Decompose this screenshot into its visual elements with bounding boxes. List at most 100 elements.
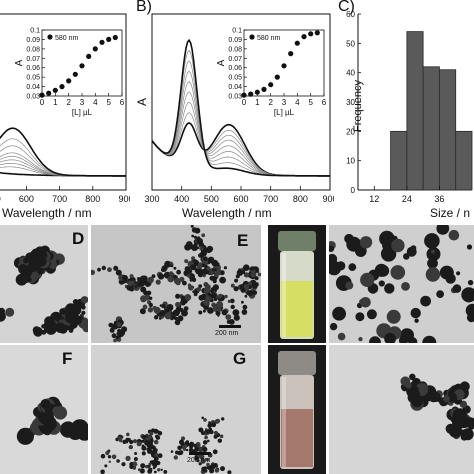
- panel-b-xticklabel-5: 800: [293, 194, 308, 204]
- panel-a-inset-yticklabel-4: 0.06: [26, 65, 40, 72]
- panel-b-inset-xticklabel-1: 1: [255, 98, 260, 107]
- tem-f-letter: F: [62, 349, 73, 368]
- panel-b-inset-xticklabel-2: 2: [268, 98, 273, 107]
- panel-b-inset-xticklabel-3: 3: [282, 98, 287, 107]
- tem-image-right-bottom: [329, 345, 474, 474]
- panel-a-svg: 500 600 700 800 900 0.1 0.09 0.08 0.07 0.06 0.05 0.…: [0, 13, 130, 204]
- panel-b-xlabel: Wavelength / nm: [182, 206, 272, 220]
- panel-b-inset-yticklabel-3: 0.07: [228, 56, 242, 63]
- panel-a-inset-yticklabel-7: 0.03: [26, 94, 40, 101]
- tem-image-e: E 200 nm: [91, 225, 261, 343]
- panel-c-yticklabel-2: 40: [346, 69, 355, 78]
- panel-a-inset-point-4: [66, 78, 72, 84]
- tem-image-right-top: [329, 225, 474, 343]
- tem-image-d: D: [0, 225, 88, 343]
- panel-c-yticklabel-6: 0: [351, 186, 356, 195]
- panel-a-inset-yticklabel-0: 0.1: [30, 28, 40, 35]
- panel-c-xticklabel-2: 36: [434, 194, 444, 204]
- panel-b-inset-point-2: [254, 89, 260, 95]
- spectrum-line-8: [151, 38, 330, 177]
- panel-a-inset-yticklabel-2: 0.08: [26, 46, 40, 53]
- panel-a-inset-yticklabel-1: 0.09: [26, 37, 40, 44]
- panel-b-inset-point-10: [308, 31, 314, 37]
- tem-e-letter: E: [237, 231, 249, 250]
- panel-b-inset-legend-label: 580 nm: [257, 35, 281, 42]
- panel-a-inset-point-9: [99, 39, 105, 45]
- panel-a-inset-xticklabel-0: 0: [40, 98, 45, 107]
- panel-a-inset-point-6: [79, 63, 85, 69]
- panel-a-inset-xticklabel-4: 4: [93, 98, 98, 107]
- panel-a-inset-xlabel: [L] µL: [72, 108, 93, 117]
- panel-a: 500 600 700 800 900 0.1 0.09 0.08 0.07 0.06 0.05 0.…: [0, 0, 130, 222]
- tem-image-f: F: [0, 345, 88, 474]
- panel-b-xticklabel-4: 700: [263, 194, 278, 204]
- panel-b-inset-xticklabel-5: 5: [308, 98, 313, 107]
- panel-c-xlabel: Size / n: [430, 206, 471, 220]
- panel-a-xlabel: Wavelength / nm: [2, 206, 92, 220]
- panel-a-inset-xticklabel-5: 5: [106, 98, 111, 107]
- panel-c-ylabel: Frequency: [351, 80, 364, 132]
- panel-b-xticklabel-1: 400: [174, 194, 189, 204]
- panel-b-inset-xticklabel-6: 6: [322, 98, 327, 107]
- panel-c-yticklabel-3: 30: [346, 98, 355, 107]
- panel-b-inset-point-6: [281, 63, 287, 69]
- panel-a-inset-ylabel: A: [14, 59, 25, 66]
- panel-a-inset-xticklabel-2: 2: [66, 98, 71, 107]
- panel-a-xticklabel-0: 500: [0, 194, 1, 204]
- panel-b-inset-yticklabel-5: 0.05: [228, 75, 242, 82]
- panel-a-inset-point-3: [59, 84, 65, 90]
- vial-photo-brown: [268, 345, 326, 474]
- histogram-bar-2: [422, 66, 440, 191]
- panel-c-svg: 60 50 40 30 20 10 0 12 24 36: [346, 10, 473, 204]
- histogram-bar-0: [390, 130, 408, 191]
- spectrum-frame: [0, 13, 127, 191]
- panel-b-inset-xticklabel-4: 4: [295, 98, 300, 107]
- panel-b-letter: B): [136, 0, 152, 15]
- tem-g-letter: G: [233, 349, 247, 368]
- tem-e-scale-label: 200 nm: [215, 330, 239, 337]
- panel-b-inset-point-5: [274, 74, 280, 80]
- panel-a-inset-point-1: [46, 90, 52, 96]
- panel-b-inset-xticklabel-0: 0: [242, 98, 247, 107]
- panel-c-letter: C): [338, 0, 355, 15]
- tem-g-scalebar: [189, 452, 211, 455]
- panel-c-xticklabel-0: 12: [369, 194, 379, 204]
- vial-photo-yellow: [268, 225, 326, 343]
- panel-a-xticklabel-1: 600: [19, 194, 34, 204]
- panel-b-inset-point-8: [294, 40, 300, 46]
- panel-a-inset-xticklabel-1: 1: [53, 98, 58, 107]
- panel-a-xticklabel-3: 800: [85, 194, 100, 204]
- panel-c-yticklabel-1: 50: [346, 39, 355, 48]
- panel-a-inset-point-7: [86, 53, 92, 60]
- panel-b-inset-yticklabel-1: 0.09: [228, 37, 242, 44]
- panel-b-inset-ylabel: A: [216, 59, 227, 66]
- spectrum-line-8: [0, 127, 126, 177]
- panel-a-inset-point-2: [52, 87, 58, 93]
- panel-b-inset-frame: [243, 29, 325, 97]
- panel-b-inset-point-4: [268, 82, 274, 88]
- panel-a-inset-yticklabel-3: 0.07: [26, 56, 40, 63]
- panel-b-inset-point-9: [301, 34, 307, 40]
- panel-b-xticklabel-6: 900: [322, 194, 334, 204]
- panel-a-xticklabel-2: 700: [52, 194, 67, 204]
- histogram-bar-3: [439, 69, 457, 191]
- panel-c-yticklabel-0: 60: [346, 10, 355, 19]
- panel-c-xticklabel-1: 24: [402, 194, 412, 204]
- panel-b-inset-yticklabel-2: 0.08: [228, 46, 242, 53]
- panel-b: 300 400 500 600 700 800 900 0.1 0.09 0.08 0.07 0.06…: [134, 0, 334, 222]
- panel-b-ylabel: A: [135, 97, 150, 107]
- panel-a-inset-xticklabel-6: 6: [120, 98, 125, 107]
- tem-d-letter: D: [72, 229, 85, 248]
- panel-a-inset-point-8: [92, 46, 98, 52]
- panel-a-inset-yticklabel-6: 0.04: [26, 84, 40, 91]
- panel-a-inset-legend-marker: [47, 34, 53, 40]
- histogram-bar-4: [455, 130, 473, 191]
- tem-g-scale-label: 200 nm: [187, 457, 211, 464]
- panel-c-yticklabel-4: 20: [346, 127, 355, 136]
- panel-b-svg: 300 400 500 600 700 800 900 0.1 0.09 0.08 0.07 0.06…: [144, 13, 334, 204]
- panel-b-inset-yticklabel-4: 0.06: [228, 65, 242, 72]
- panel-a-inset-point-5: [72, 71, 78, 77]
- panel-a-inset-yticklabel-5: 0.05: [26, 75, 40, 82]
- panel-c: 60 50 40 30 20 10 0 12 24 36 C) Frequency Size / …: [336, 0, 474, 222]
- panel-b-inset-yticklabel-7: 0.03: [228, 94, 242, 101]
